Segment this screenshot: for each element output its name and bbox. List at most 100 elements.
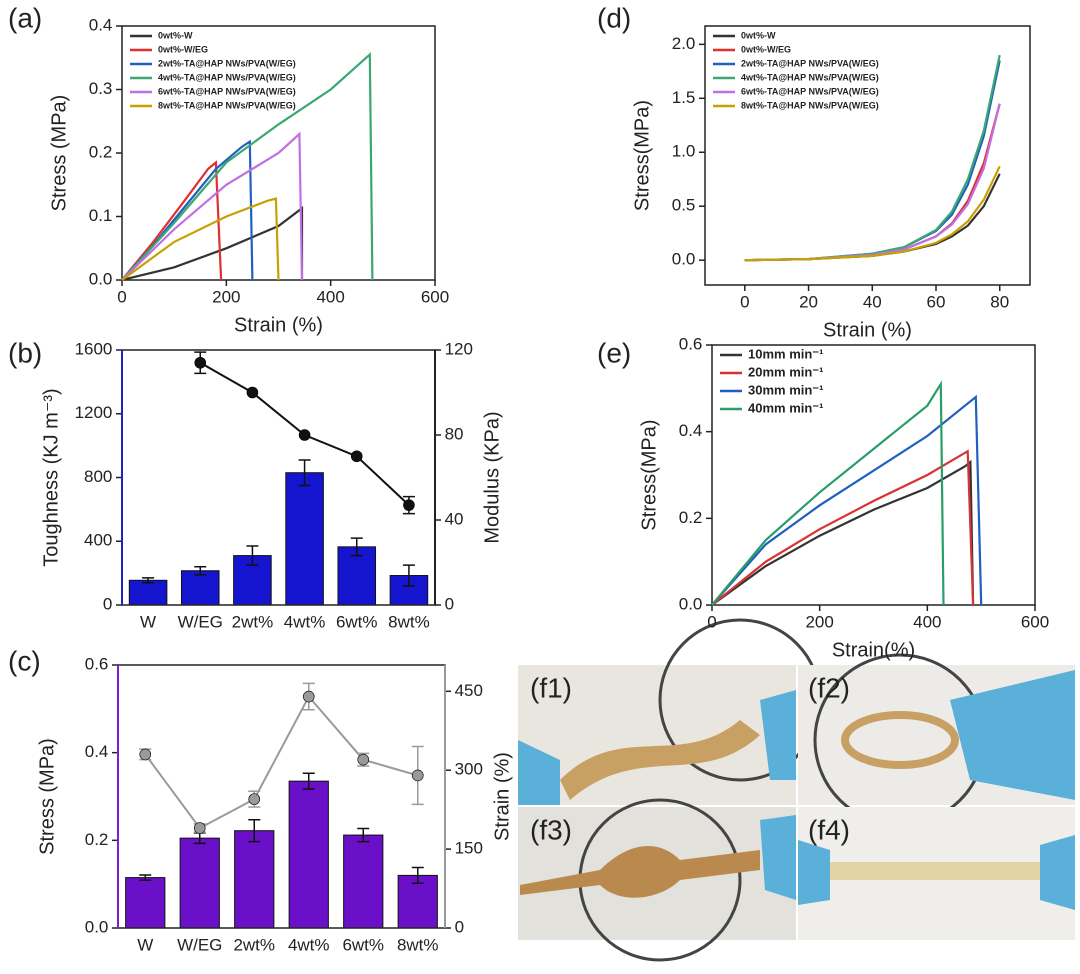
y-axis-label: Stress(MPa) (631, 100, 653, 211)
legend-label: 4wt%-TA@HAP NWs/PVA(W/EG) (741, 72, 879, 82)
y-tick-label: 0.2 (679, 508, 703, 527)
legend-label: 40mm min⁻¹ (748, 400, 824, 415)
y-tick-label: 0 (455, 917, 464, 936)
legend-label: 4wt%-TA@HAP NWs/PVA(W/EG) (158, 72, 296, 82)
series-line (744, 103, 1001, 262)
line-marker (350, 450, 363, 463)
y-tick-label: 0.0 (89, 269, 113, 288)
panel-label: (a) (8, 2, 42, 33)
error-bar (142, 577, 155, 584)
legend-label: 0wt%-W (158, 30, 193, 40)
line-marker (302, 690, 315, 703)
legend-label: 6wt%-TA@HAP NWs/PVA(W/EG) (741, 86, 879, 96)
y-axis-label: Modulus (KPa) (481, 411, 503, 543)
x-tick-label: W (137, 935, 153, 954)
line-marker (298, 429, 311, 441)
y-tick-label: 300 (455, 760, 483, 779)
bar (343, 834, 384, 929)
series-line (121, 131, 304, 281)
error-bar (139, 874, 152, 881)
legend-label: 0wt%-W/EG (741, 44, 791, 54)
photo-label: (f2) (808, 672, 850, 703)
x-axis-label: Strain (%) (234, 314, 323, 336)
legend-label: 10mm min⁻¹ (748, 346, 824, 361)
panel-label: (c) (8, 645, 41, 676)
x-tick-label: W (140, 612, 156, 631)
photo-panel (518, 618, 1075, 962)
x-tick-label: 80 (990, 292, 1009, 311)
legend-label: 8wt%-TA@HAP NWs/PVA(W/EG) (741, 100, 879, 110)
photo-label: (f4) (808, 814, 850, 845)
panel-label: (b) (8, 337, 42, 368)
y-tick-label: 0 (103, 594, 112, 613)
series-line (711, 394, 983, 606)
x-tick-label: 20 (799, 292, 818, 311)
glove (760, 815, 796, 900)
error-bar (246, 545, 259, 566)
x-tick-label: 0 (707, 612, 716, 631)
bar (285, 472, 324, 606)
x-tick-label: 8wt% (397, 935, 439, 954)
y-tick-label: 2.0 (672, 34, 696, 53)
series-line (121, 160, 223, 281)
series-line (121, 197, 280, 281)
y-tick-label: 0.4 (89, 15, 113, 34)
photo-label: (f1) (530, 672, 572, 703)
x-tick-label: 8wt% (388, 612, 430, 631)
y-tick-label: 1.0 (672, 142, 696, 161)
x-tick-label: 40 (863, 292, 882, 311)
glove (950, 670, 1075, 800)
line-marker (194, 356, 207, 369)
y-tick-label: 80 (445, 424, 464, 443)
x-tick-label: 4wt% (284, 612, 326, 631)
series-line (121, 52, 374, 281)
plot-frame (711, 344, 1036, 606)
series-line (711, 459, 975, 606)
x-tick-label: 200 (805, 612, 833, 631)
x-axis-label: Strain(%) (832, 639, 915, 661)
series-line (711, 449, 975, 606)
x-tick-label: 400 (913, 612, 941, 631)
glove (760, 690, 796, 780)
x-tick-label: 2wt% (233, 935, 275, 954)
legend-label: 8wt%-TA@HAP NWs/PVA(W/EG) (158, 100, 296, 110)
plot-frame (117, 664, 446, 929)
error-bar (411, 866, 424, 885)
y-axis-label: Stress (MPa) (36, 738, 58, 855)
x-tick-label: 6wt% (336, 612, 378, 631)
x-tick-label: W/EG (177, 935, 222, 954)
line-marker (357, 753, 370, 766)
sample (520, 846, 760, 898)
error-bar (298, 459, 311, 487)
plot-frame (704, 25, 1031, 286)
y-tick-label: 1200 (75, 403, 113, 422)
series-line (711, 380, 945, 606)
x-tick-label: 0 (740, 292, 749, 311)
y-tick-label: 0.0 (679, 594, 703, 613)
y-tick-label: 150 (455, 839, 483, 858)
x-tick-label: 6wt% (342, 935, 384, 954)
y-tick-label: 0.1 (89, 206, 113, 225)
y-tick-label: 1600 (75, 339, 113, 358)
series-line (144, 694, 419, 830)
line-marker (193, 822, 206, 834)
sample (820, 862, 1040, 880)
y-axis-label: Stress(MPa) (638, 419, 660, 530)
y-tick-label: 0 (445, 594, 454, 613)
bar (125, 877, 166, 929)
line-marker (411, 769, 424, 782)
legend-label: 30mm min⁻¹ (748, 382, 824, 397)
y-tick-label: 0.2 (85, 830, 109, 849)
error-bar (357, 827, 370, 843)
y-axis-label: Toughness (KJ m⁻³) (40, 388, 62, 566)
error-bar (194, 566, 207, 576)
sample (560, 720, 760, 800)
legend-label: 0wt%-W/EG (158, 44, 208, 54)
y-tick-label: 1.5 (672, 88, 696, 107)
x-tick-label: 200 (212, 287, 240, 306)
series-line (744, 173, 1001, 262)
error-bar (350, 537, 363, 557)
x-tick-label: 600 (1021, 612, 1049, 631)
legend-label: 6wt%-TA@HAP NWs/PVA(W/EG) (158, 86, 296, 96)
